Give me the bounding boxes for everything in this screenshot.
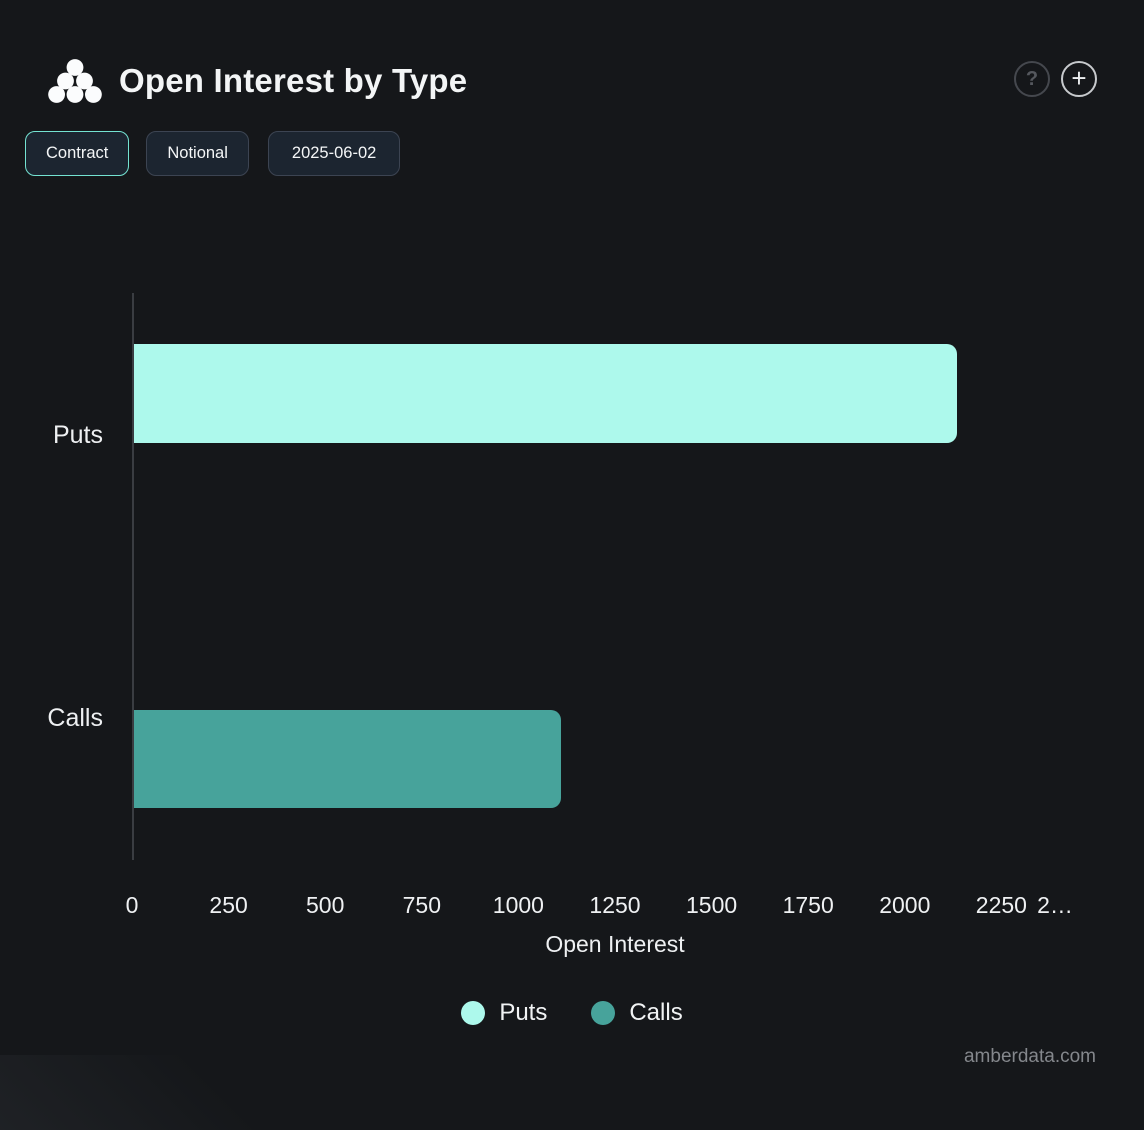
legend-item-calls[interactable]: Calls [591,999,683,1027]
y-category-label-puts: Puts [52,421,103,449]
x-tick-label: 2000 [879,892,931,918]
y-category-label-calls: Calls [47,704,103,732]
legend-dot-icon [591,1001,616,1025]
add-icon[interactable]: + [1061,61,1097,97]
legend-dot-icon [461,1001,486,1025]
amberdata-logo-icon [48,58,102,104]
x-tick-label: 1500 [686,892,738,918]
help-glyph: ? [1025,68,1039,90]
header-actions: ? + [1014,61,1097,97]
help-icon[interactable]: ? [1014,61,1050,97]
x-axis-title: Open Interest [545,931,685,957]
date-button[interactable]: 2025-06-02 [267,131,401,176]
bar-calls[interactable] [134,710,561,808]
header: Open Interest by Type [48,58,467,104]
x-tick-label: 0 [125,892,139,918]
x-tick-label: 1000 [492,892,544,918]
bar-puts[interactable] [134,344,957,443]
toolbar: Contract Notional 2025-06-02 [25,131,401,176]
x-axis-ticks: 0 250 500 750 1000 1250 1500 1750 2000 2250 2… [0,892,1144,922]
plot-area [132,293,1144,860]
legend-item-puts[interactable]: Puts [461,999,547,1027]
x-tick-label: 500 [306,892,345,918]
x-tick-label: 1750 [782,892,834,918]
x-tick-label: 250 [209,892,248,918]
legend-label: Calls [629,999,683,1026]
x-tick-label: 2… [1037,892,1073,918]
plus-glyph: + [1071,62,1087,93]
watermark: amberdata.com [963,1046,1096,1067]
page-title: Open Interest by Type [119,62,468,99]
chart-legend: Puts Calls [0,999,1144,1027]
legend-label: Puts [499,999,548,1026]
x-tick-label: 2250 [975,892,1027,918]
contract-button[interactable]: Contract [25,131,130,176]
corner-glow-decoration [0,1055,360,1130]
x-tick-label: 1250 [589,892,641,918]
notional-button[interactable]: Notional [146,131,249,176]
x-tick-label: 750 [402,892,441,918]
